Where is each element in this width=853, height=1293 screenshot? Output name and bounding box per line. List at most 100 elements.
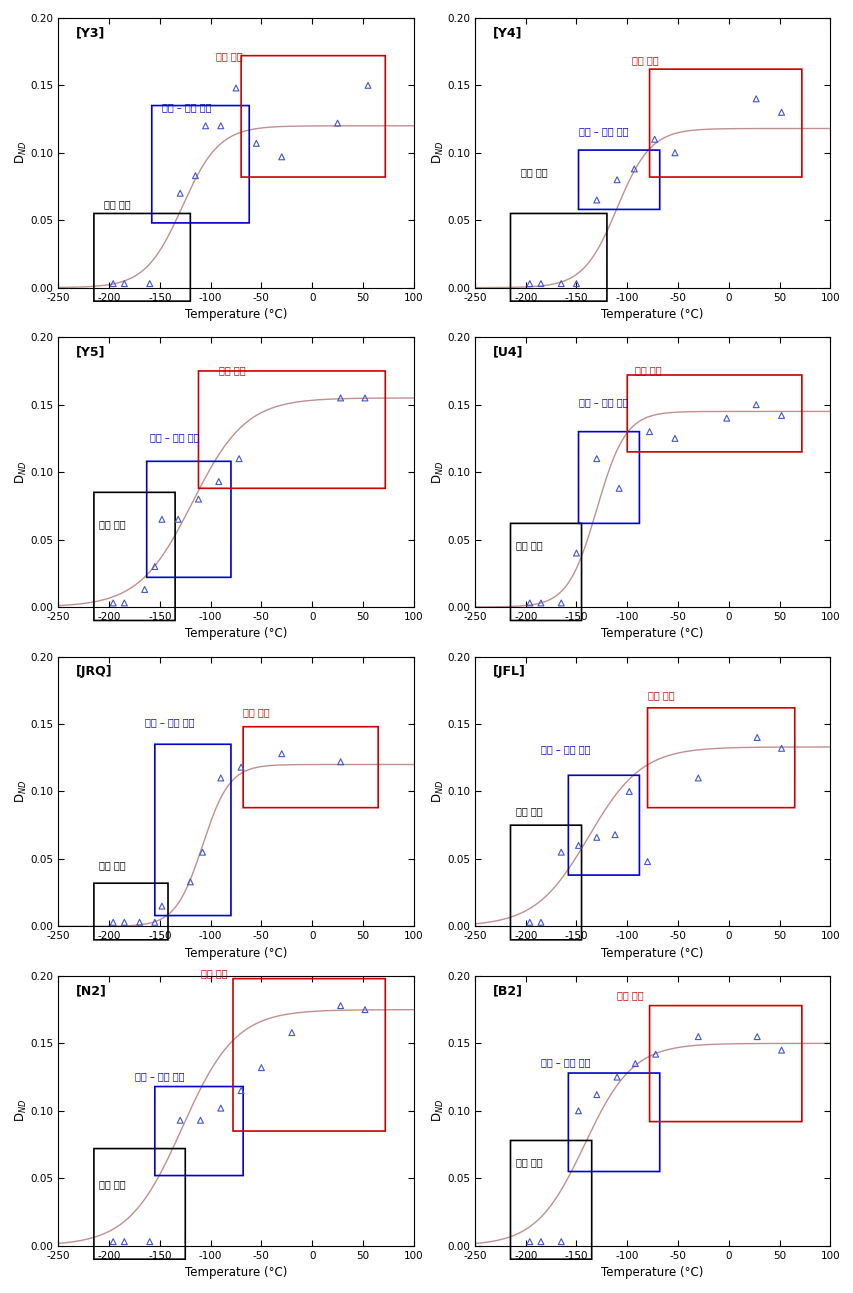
Point <box>229 78 242 98</box>
Point <box>589 449 603 469</box>
Point <box>589 190 603 211</box>
Point <box>330 112 344 133</box>
Point <box>234 756 247 777</box>
Point <box>628 1054 641 1074</box>
Point <box>132 912 146 932</box>
Point <box>232 449 246 469</box>
X-axis label: Temperature (°C): Temperature (°C) <box>601 627 703 640</box>
Y-axis label: D$_{ND}$: D$_{ND}$ <box>430 1099 445 1122</box>
Point <box>522 273 536 294</box>
Text: 연성 파면: 연성 파면 <box>631 56 659 65</box>
Point <box>533 592 547 613</box>
Point <box>589 828 603 848</box>
Text: 취성 파면: 취성 파면 <box>515 806 542 816</box>
Text: 연성 – 취성 파면: 연성 – 취성 파면 <box>149 432 199 442</box>
Point <box>648 1043 662 1064</box>
Text: [U4]: [U4] <box>492 345 523 358</box>
Y-axis label: D$_{ND}$: D$_{ND}$ <box>14 1099 29 1122</box>
Point <box>642 422 656 442</box>
Point <box>589 1085 603 1106</box>
Text: 연성 파면: 연성 파면 <box>647 689 673 700</box>
Text: 연성 파면: 연성 파면 <box>635 365 661 375</box>
Point <box>522 1231 536 1252</box>
Text: [JRQ]: [JRQ] <box>76 665 113 678</box>
Point <box>195 842 209 862</box>
Point <box>640 851 653 871</box>
Point <box>361 75 374 96</box>
Point <box>667 428 681 449</box>
Point <box>571 1100 584 1121</box>
Point <box>199 115 212 136</box>
Text: 연성 파면: 연성 파면 <box>243 707 270 718</box>
Point <box>148 556 161 577</box>
Text: 연성 – 취성 파면: 연성 – 취성 파면 <box>540 743 589 754</box>
Point <box>522 592 536 613</box>
Point <box>357 999 371 1020</box>
Text: 취성 파면: 취성 파면 <box>515 1157 542 1168</box>
X-axis label: Temperature (°C): Temperature (°C) <box>184 946 287 959</box>
Point <box>533 1231 547 1252</box>
Point <box>774 1040 787 1060</box>
X-axis label: Temperature (°C): Temperature (°C) <box>601 308 703 321</box>
Text: 연성 파면: 연성 파면 <box>216 50 242 61</box>
Text: [Y3]: [Y3] <box>76 26 106 39</box>
Point <box>214 768 228 789</box>
Point <box>719 407 733 428</box>
Point <box>194 1109 207 1130</box>
Point <box>191 489 205 509</box>
Point <box>234 1080 247 1100</box>
Point <box>334 751 347 772</box>
Point <box>554 842 567 862</box>
Point <box>627 159 641 180</box>
Point <box>610 1067 624 1087</box>
Point <box>334 996 347 1016</box>
Point <box>554 592 567 613</box>
Point <box>607 824 621 844</box>
Point <box>275 743 288 764</box>
Y-axis label: D$_{ND}$: D$_{ND}$ <box>14 141 29 164</box>
Point <box>554 1231 567 1252</box>
Point <box>171 509 185 530</box>
Point <box>647 129 661 150</box>
Point <box>155 896 169 917</box>
Point <box>249 133 263 154</box>
Y-axis label: D$_{ND}$: D$_{ND}$ <box>430 141 445 164</box>
Point <box>254 1058 268 1078</box>
Text: 연성 – 취성 파면: 연성 – 취성 파면 <box>577 127 627 137</box>
Point <box>748 88 762 109</box>
Text: 연성 – 취성 파면: 연성 – 취성 파면 <box>135 1071 183 1081</box>
Point <box>357 388 371 409</box>
Point <box>569 543 583 564</box>
Point <box>571 835 584 856</box>
Point <box>118 1231 131 1252</box>
Point <box>189 166 202 186</box>
Point <box>748 394 762 415</box>
Point <box>774 102 787 123</box>
Point <box>107 1231 120 1252</box>
Point <box>750 727 763 747</box>
Point <box>285 1023 299 1043</box>
Point <box>214 115 228 136</box>
Text: [B2]: [B2] <box>492 984 522 997</box>
Point <box>118 592 131 613</box>
Text: 연성 파면: 연성 파면 <box>617 990 643 1001</box>
X-axis label: Temperature (°C): Temperature (°C) <box>601 1266 703 1279</box>
Point <box>774 738 787 759</box>
Point <box>107 273 120 294</box>
Point <box>173 182 187 203</box>
Point <box>774 405 787 425</box>
Point <box>137 579 151 600</box>
Text: 연성 – 취성 파면: 연성 – 취성 파면 <box>540 1058 589 1068</box>
Text: 연성 – 취성 파면: 연성 – 취성 파면 <box>162 102 212 112</box>
Point <box>691 1027 705 1047</box>
Point <box>142 273 156 294</box>
X-axis label: Temperature (°C): Temperature (°C) <box>601 946 703 959</box>
Point <box>667 142 681 163</box>
Text: 취성 파면: 취성 파면 <box>515 540 542 551</box>
Text: 연성 – 취성 파면: 연성 – 취성 파면 <box>144 716 194 727</box>
Point <box>275 146 288 167</box>
Text: 연성 – 취성 파면: 연성 – 취성 파면 <box>577 397 627 407</box>
Y-axis label: D$_{ND}$: D$_{ND}$ <box>430 460 445 484</box>
Point <box>142 1231 156 1252</box>
Text: [Y4]: [Y4] <box>492 26 521 39</box>
